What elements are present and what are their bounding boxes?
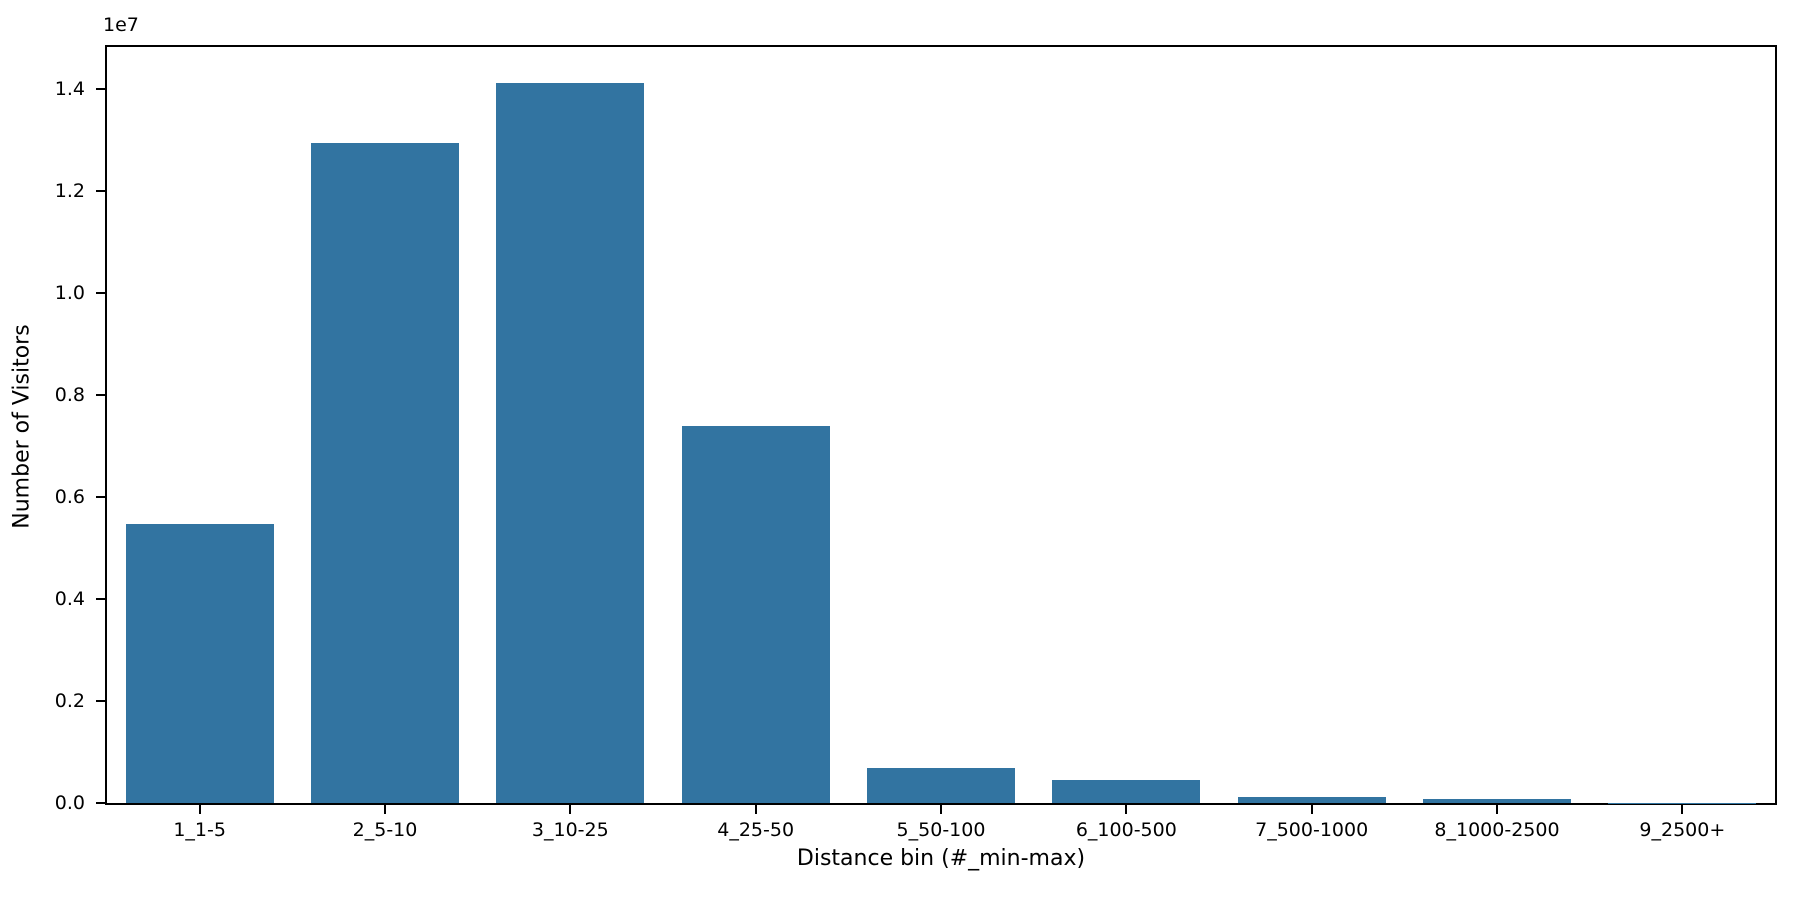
x-tick-label: 3_10-25 xyxy=(531,819,609,841)
y-tick-mark xyxy=(96,394,105,397)
y-tick-label: 0.2 xyxy=(54,690,85,713)
y-tick-label: 0.6 xyxy=(54,486,85,509)
y-tick-label: 1.0 xyxy=(54,282,85,305)
y-tick-mark xyxy=(96,292,105,295)
x-tick-mark xyxy=(198,805,201,814)
y-tick-mark xyxy=(96,700,105,703)
x-tick-label: 2_5-10 xyxy=(352,819,418,841)
bar-6_100-500 xyxy=(1052,779,1201,803)
x-tick-label: 1_1-5 xyxy=(173,819,226,841)
bar-3_10-25 xyxy=(496,82,645,803)
x-tick-mark xyxy=(1496,805,1498,814)
y-tick-mark xyxy=(96,802,105,804)
x-tick-mark xyxy=(754,805,757,814)
y-tick-label: 0.4 xyxy=(54,588,85,611)
x-tick-label: 8_1000-2500 xyxy=(1434,819,1560,841)
x-tick-mark xyxy=(384,805,386,814)
x-tick-label: 7_500-1000 xyxy=(1255,819,1369,841)
bar-5_50-100 xyxy=(866,767,1016,803)
y-tick-label: 1.2 xyxy=(54,180,85,203)
y-tick-label: 0.8 xyxy=(54,384,85,407)
bar-2_5-10 xyxy=(310,142,460,803)
y-tick-label: 0.0 xyxy=(54,792,85,814)
x-tick-mark xyxy=(569,805,572,814)
bar-8_1000-2500 xyxy=(1422,798,1572,803)
x-tick-mark xyxy=(1125,805,1128,814)
plot-area: 0.0 0.2 0.4 0.6 0.8 1.0 1.2 1.4 1_1-5 2_5-10 3_10-… xyxy=(55,45,1777,841)
x-tick-label: 6_100-500 xyxy=(1075,819,1177,841)
y-tick-mark xyxy=(96,190,105,193)
y-tick-mark xyxy=(96,598,105,601)
bar-7_500-1000 xyxy=(1237,797,1386,803)
y-tick-label: 1.4 xyxy=(54,78,85,101)
bar-4_25-50 xyxy=(681,425,830,803)
x-tick-label: 9_2500+ xyxy=(1639,819,1726,841)
x-tick-mark xyxy=(1681,805,1684,814)
bar-1_1-5 xyxy=(125,523,274,803)
x-tick-mark xyxy=(1310,805,1313,814)
y-axis-label: Number of Visitors xyxy=(9,324,35,529)
x-tick-label: 4_25-50 xyxy=(717,819,795,841)
y-axis-offset-text: 1e7 xyxy=(103,14,139,36)
y-tick-mark xyxy=(96,496,105,499)
x-axis-label: Distance bin (#_min-max) xyxy=(796,846,1086,871)
x-tick-mark xyxy=(940,805,942,814)
y-tick-mark xyxy=(96,88,105,91)
x-tick-label: 5_50-100 xyxy=(896,819,986,841)
